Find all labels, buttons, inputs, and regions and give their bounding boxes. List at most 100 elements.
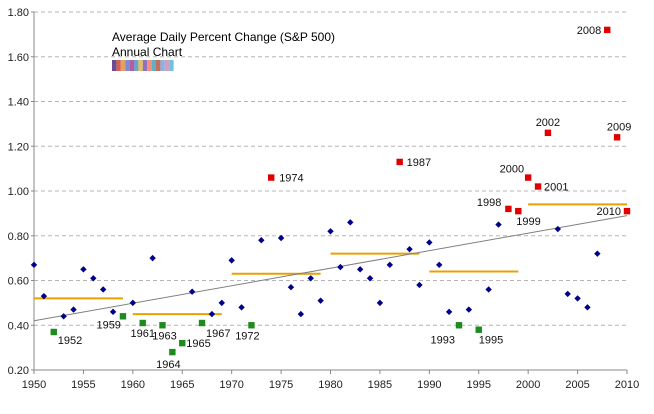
color-strip-segment xyxy=(120,60,126,71)
point-label: 2000 xyxy=(500,164,524,176)
data-point xyxy=(436,261,443,269)
color-strip-decoration xyxy=(112,60,174,71)
data-point xyxy=(594,250,601,257)
data-point xyxy=(287,284,295,291)
data-point xyxy=(613,134,621,141)
point-label: 2008 xyxy=(577,25,601,37)
data-point xyxy=(623,207,631,215)
color-strip-segment xyxy=(142,60,148,71)
x-tick-label: 1995 xyxy=(467,379,491,391)
point-label: 2009 xyxy=(607,121,631,133)
point-label: 1993 xyxy=(430,334,454,346)
point-label: 1961 xyxy=(130,328,154,340)
point-label: 1959 xyxy=(96,319,120,331)
y-tick-label: 0.40 xyxy=(8,320,29,332)
data-point xyxy=(109,308,117,316)
data-point xyxy=(149,254,156,262)
point-label: 2001 xyxy=(544,182,568,194)
y-tick-label: 1.80 xyxy=(8,7,29,19)
data-point xyxy=(198,319,206,327)
data-point xyxy=(426,239,433,246)
data-point xyxy=(564,290,571,298)
data-point xyxy=(90,275,97,282)
color-strip-segment xyxy=(160,60,165,71)
point-label: 1963 xyxy=(152,330,176,342)
data-point xyxy=(356,266,364,273)
x-tick-label: 1970 xyxy=(219,379,243,391)
point-label: 1998 xyxy=(477,197,501,209)
data-point xyxy=(366,275,374,282)
data-point xyxy=(465,306,473,313)
y-tick-label: 0.60 xyxy=(8,276,29,288)
data-point xyxy=(80,266,87,273)
data-point xyxy=(524,174,532,181)
data-point xyxy=(475,326,482,333)
data-point xyxy=(604,26,611,34)
data-point xyxy=(455,322,463,329)
y-tick-label: 1.20 xyxy=(8,141,29,153)
chart-subtitle: Annual Chart xyxy=(112,45,183,59)
decade-average-lines xyxy=(34,203,627,316)
data-point xyxy=(574,295,581,302)
x-tick-label: 1990 xyxy=(417,379,441,391)
point-label: 1974 xyxy=(279,173,303,185)
data-point xyxy=(70,306,77,313)
point-label: 1965 xyxy=(186,338,210,350)
color-strip-segment xyxy=(147,60,152,71)
point-label: 1964 xyxy=(156,359,180,371)
data-point xyxy=(99,286,107,293)
color-strip-segment xyxy=(169,60,174,71)
x-tick-label: 1985 xyxy=(368,379,392,391)
data-point xyxy=(208,310,216,318)
data-point xyxy=(119,313,127,320)
data-point xyxy=(505,205,512,213)
data-point xyxy=(60,313,67,320)
data-point xyxy=(376,299,384,307)
color-strip-segment xyxy=(112,60,117,71)
data-point xyxy=(179,339,186,347)
data-point xyxy=(337,263,344,271)
y-tick-label: 1.40 xyxy=(8,97,29,109)
x-tick-labels: 1950 1955 1960 1965 1970 1975 1980 1985 1990 1995… xyxy=(22,370,639,391)
color-strip-segment xyxy=(125,60,130,71)
y-tick-label: 1.60 xyxy=(8,52,29,64)
point-label: 1987 xyxy=(407,157,431,169)
data-point xyxy=(40,292,48,300)
data-point xyxy=(297,310,305,318)
color-strip-segment xyxy=(134,60,139,71)
color-strip-segment xyxy=(138,60,143,71)
color-strip-segment xyxy=(129,60,134,71)
data-point xyxy=(495,221,502,228)
data-point xyxy=(50,328,57,336)
x-tick-label: 2005 xyxy=(565,379,589,391)
data-point xyxy=(386,261,393,269)
data-point xyxy=(317,297,324,304)
data-point xyxy=(396,158,403,166)
data-point xyxy=(129,299,137,307)
x-tick-label: 1975 xyxy=(269,379,293,391)
data-point xyxy=(159,322,166,329)
point-label: 1972 xyxy=(235,330,259,342)
data-point xyxy=(445,308,453,316)
data-point xyxy=(515,207,522,215)
x-tick-label: 2010 xyxy=(615,379,639,391)
x-tick-label: 1980 xyxy=(318,379,342,391)
y-tick-label: 1.00 xyxy=(8,186,29,198)
data-point xyxy=(544,129,552,137)
point-label: 1967 xyxy=(206,328,230,340)
x-tick-label: 2000 xyxy=(516,379,540,391)
data-point xyxy=(307,275,314,282)
data-point xyxy=(248,322,255,329)
data-point xyxy=(238,304,245,311)
point-label: 1995 xyxy=(479,335,503,347)
data-point xyxy=(139,319,146,327)
color-strip-segment xyxy=(151,60,156,71)
x-tick-label: 1950 xyxy=(22,379,46,391)
point-label: 1999 xyxy=(516,216,540,228)
x-tick-label: 1960 xyxy=(121,379,145,391)
data-point xyxy=(347,219,354,226)
data-point xyxy=(534,183,542,190)
data-point xyxy=(268,174,275,181)
